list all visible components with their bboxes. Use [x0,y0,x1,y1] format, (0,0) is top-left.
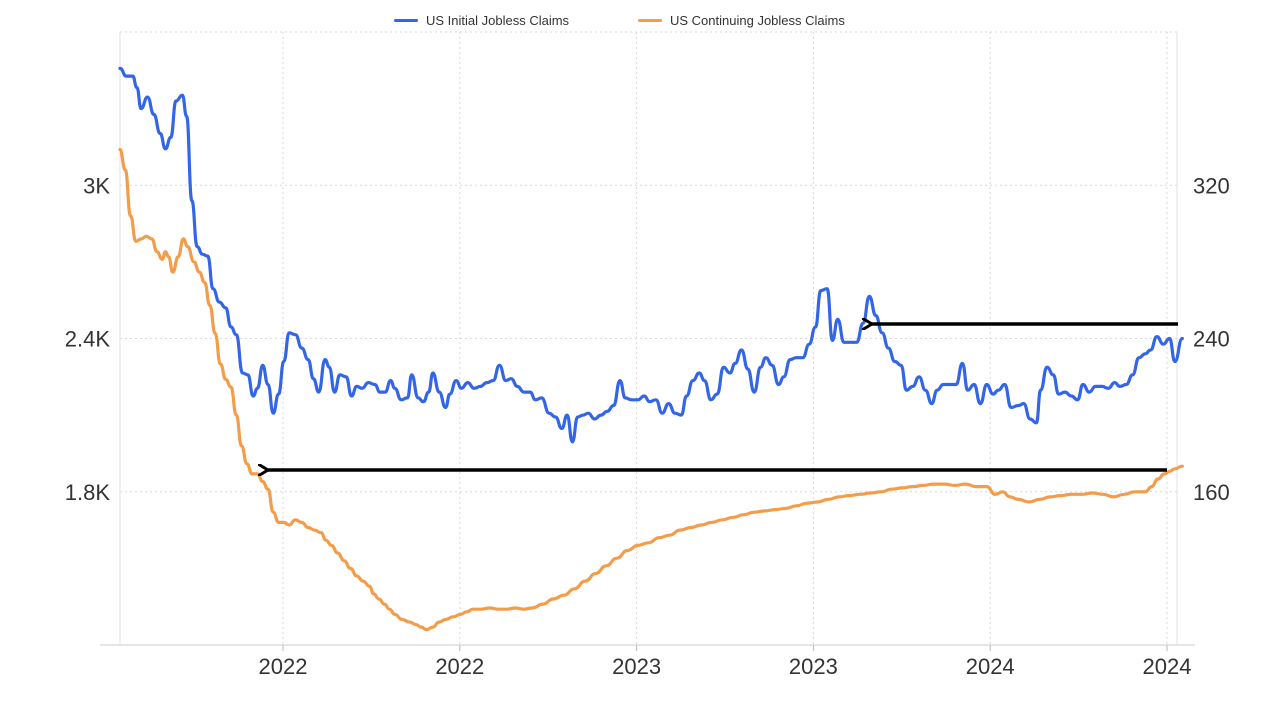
x-tick-label: 2022 [259,654,308,679]
x-tick-label: 2023 [789,654,838,679]
x-tick-label: 2024 [966,654,1015,679]
right-axis-ticks: 160 240 320 [1193,173,1230,505]
legend-label-initial: US Initial Jobless Claims [426,12,570,28]
series-line-continuing-claims [118,147,1184,632]
legend-swatch-continuing [638,18,662,22]
left-axis-ticks: 1.8K 2.4K 3K [65,173,111,505]
right-tick-label: 160 [1193,480,1230,505]
right-tick-label: 240 [1193,327,1230,352]
legend-item-continuing[interactable]: US Continuing Jobless Claims [638,8,845,32]
x-tick-label: 2022 [435,654,484,679]
left-tick-label: 3K [83,173,110,198]
left-tick-label: 1.8K [65,480,111,505]
x-axis-ticks: 2022 2022 2023 2023 2024 2024 [259,645,1192,679]
legend: US Initial Jobless Claims US Continuing … [0,8,1280,32]
legend-label-continuing: US Continuing Jobless Claims [670,12,845,28]
legend-swatch-initial [394,18,418,22]
series-layer [118,66,1184,632]
right-tick-label: 320 [1193,173,1230,198]
legend-item-initial[interactable]: US Initial Jobless Claims [394,8,569,32]
annotations [268,324,1178,470]
series-line-initial-claims [118,66,1184,444]
x-tick-label: 2023 [612,654,661,679]
grid-lines [120,31,1177,645]
left-tick-label: 2.4K [65,327,111,352]
x-tick-label: 2024 [1143,654,1192,679]
